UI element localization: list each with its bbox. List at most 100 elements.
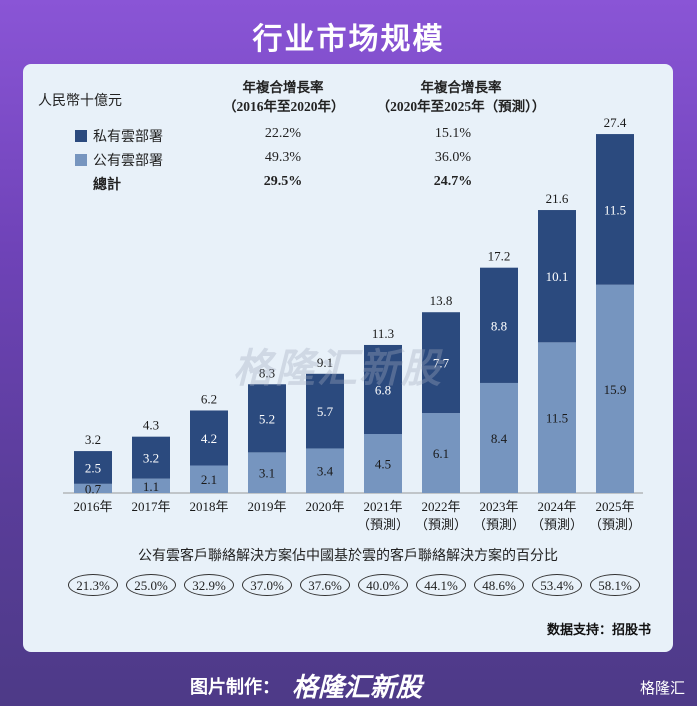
bar-segment (596, 284, 634, 493)
bar-segment (248, 452, 286, 493)
data-label: 6.1 (433, 446, 449, 461)
cagr-total-2016-2020: 29.5% (263, 174, 303, 189)
total-label: 8.3 (259, 365, 275, 380)
x-tick-label: 2023年 (479, 499, 518, 514)
x-tick-label: （預測） (415, 517, 467, 532)
source-label: 数据支持：招股书 (546, 623, 651, 638)
watermark: 格隆汇新股 (233, 346, 443, 392)
public-share-value: 53.4% (532, 574, 582, 596)
total-label: 3.2 (85, 432, 101, 447)
public-share-value: 21.3% (68, 574, 118, 596)
x-tick-label: 2019年 (247, 499, 286, 514)
cagr-total-2020-2025: 24.7% (433, 174, 473, 189)
bar-segment (74, 483, 112, 493)
footer-corner-logo: 格隆汇 (639, 679, 685, 697)
x-tick-label: 2025年 (595, 499, 634, 514)
x-tick-label: 2018年 (189, 499, 228, 514)
bar-segment (364, 344, 402, 435)
data-label: 4.2 (201, 431, 217, 446)
legend-swatch-private (75, 130, 87, 142)
x-tick-label: 2017年 (131, 499, 170, 514)
total-label: 21.6 (546, 191, 569, 206)
data-label: 15.9 (604, 382, 627, 397)
bar-segment (538, 210, 576, 343)
public-share-value: 37.0% (242, 574, 292, 596)
total-label: 6.2 (201, 391, 217, 406)
total-label: 17.2 (488, 249, 511, 264)
public-share-value: 25.0% (126, 574, 176, 596)
data-label: 2.5 (85, 460, 101, 475)
bar-segment (422, 413, 460, 493)
total-label: 4.3 (143, 418, 159, 433)
bar-segment (74, 451, 112, 484)
x-tick-label: 2021年 (363, 499, 402, 514)
data-label: 11.5 (604, 202, 626, 217)
bar-segment (364, 434, 402, 493)
footer-brand-logo: 格隆汇新股 (292, 673, 423, 703)
data-label: 7.7 (433, 356, 450, 371)
cagr-header-line: （2020年至2025年（預測）） (376, 99, 546, 114)
public-share-value: 40.0% (358, 574, 408, 596)
cagr-header-2016-2020: 年複合增長率 （2016年至2020年） (223, 78, 345, 116)
data-label: 8.4 (491, 431, 508, 446)
legend-public: 公有雲部署 (75, 150, 163, 170)
public-share-value: 48.6% (474, 574, 524, 596)
cagr-header-2020-2025: 年複合增長率 （2020年至2025年（預測）） (361, 78, 561, 116)
bar-segment (306, 448, 344, 493)
total-label: 27.4 (604, 115, 627, 130)
legend-total: 總計 (93, 178, 121, 193)
total-label: 9.1 (317, 355, 333, 370)
cagr-public-2020-2025: 36.0% (434, 150, 472, 165)
stacked-bar-chart: 0.7 2.5 3.2 2016年 1.1 3.2 4.3 2017年 2.1 4.2 6.2 201… (63, 115, 643, 532)
data-label: 5.7 (317, 404, 334, 419)
chart-panel: 人民幣十億元 年複合增長率 （2016年至2020年） 年複合增長率 （2020… (23, 64, 673, 652)
total-label: 13.8 (430, 293, 453, 308)
cagr-header-line: 年複合增長率 (242, 80, 324, 95)
data-label: 3.1 (259, 466, 275, 481)
cagr-header-line: （2016年至2020年） (223, 99, 345, 114)
public-share-value: 32.9% (184, 574, 234, 596)
data-label: 5.2 (259, 411, 275, 426)
x-tick-label: （預測） (357, 517, 409, 532)
bar-segment (422, 312, 460, 414)
public-share-label: 公有雲客戶聯絡解決方案佔中國基於雲的客戶聯絡解決方案的百分比 (138, 549, 558, 564)
data-label: 3.4 (317, 464, 334, 479)
data-label: 4.5 (375, 457, 391, 472)
data-label: 6.8 (375, 383, 391, 398)
public-share-value: 37.6% (300, 574, 350, 596)
legend-label: 公有雲部署 (93, 154, 163, 169)
x-tick-label: （預測） (589, 517, 641, 532)
cagr-private-2020-2025: 15.1% (434, 126, 472, 141)
data-label: 10.1 (546, 269, 569, 284)
public-share-value: 44.1% (416, 574, 466, 596)
data-label: 3.2 (143, 451, 159, 466)
bar-segment (596, 134, 634, 285)
legend-private: 私有雲部署 (75, 126, 163, 146)
footer-made-by: 图片制作： (190, 677, 280, 698)
data-label: 8.8 (491, 318, 507, 333)
bar-segment (306, 373, 344, 449)
cagr-public-2016-2020: 49.3% (264, 150, 302, 165)
x-tick-label: 2022年 (421, 499, 460, 514)
legend-swatch-public (75, 154, 87, 166)
bar-segment (538, 342, 576, 493)
total-label: 11.3 (372, 326, 394, 341)
data-label: 11.5 (546, 411, 568, 426)
cagr-private-2016-2020: 22.2% (264, 126, 302, 141)
x-tick-label: （預測） (473, 517, 525, 532)
data-label: 2.1 (201, 472, 217, 487)
public-share-value: 58.1% (590, 574, 640, 596)
data-label: 1.1 (143, 479, 159, 494)
x-tick-label: （預測） (531, 517, 583, 532)
cagr-header-line: 年複合增長率 (420, 80, 502, 95)
bar-segment (190, 465, 228, 493)
bar-segment (190, 410, 228, 466)
bar-segment (480, 267, 518, 383)
x-tick-label: 2016年 (73, 499, 112, 514)
x-tick-label: 2024年 (537, 499, 576, 514)
x-tick-label: 2020年 (305, 499, 344, 514)
page-title: 行业市场规模 (252, 22, 445, 57)
bar-segment (480, 382, 518, 493)
bar-segment (132, 478, 170, 493)
bar-segment (248, 384, 286, 453)
